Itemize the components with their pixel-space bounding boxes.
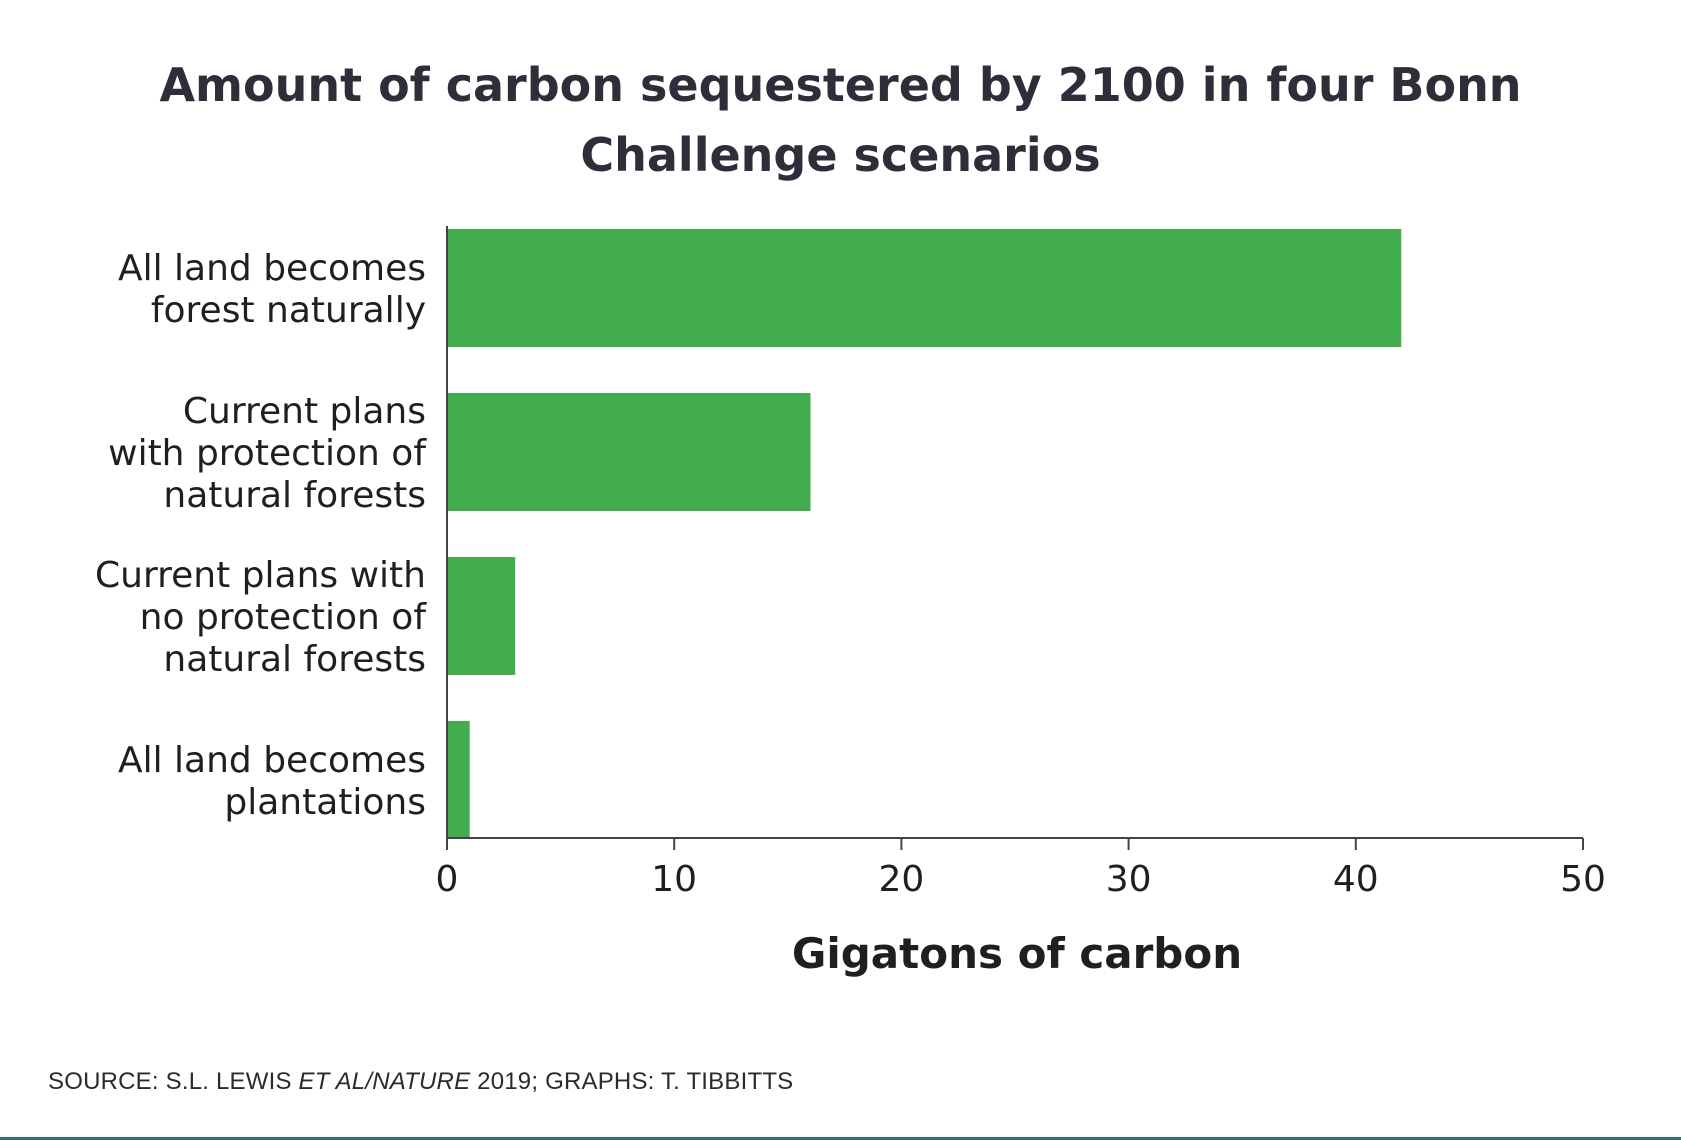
x-tick-label-3: 30 <box>1106 859 1152 900</box>
category-label-line: Current plans <box>183 391 426 432</box>
x-tick-label-1: 10 <box>651 859 697 900</box>
category-label-1: Current plans with protection of natural f… <box>108 391 427 516</box>
category-label-line: All land becomes <box>118 740 426 781</box>
bar-3 <box>447 721 470 839</box>
category-label-line: plantations <box>224 782 426 823</box>
category-label-line: no protection of <box>140 597 428 638</box>
bar-0 <box>447 229 1402 347</box>
category-label-line: natural forests <box>163 475 426 516</box>
bars-group <box>447 229 1402 839</box>
x-axis-title: Gigatons of carbon <box>792 929 1242 978</box>
x-tick-label-5: 50 <box>1560 859 1606 900</box>
source-credit: SOURCE: S.L. LEWIS ET AL/NATURE 2019; GR… <box>48 1068 793 1096</box>
source-suffix: 2019; GRAPHS: T. TIBBITTS <box>470 1068 794 1095</box>
x-tick-label-0: 0 <box>436 859 459 900</box>
category-label-0: All land becomes forest naturally <box>118 248 426 331</box>
source-prefix: SOURCE: S.L. LEWIS <box>48 1068 299 1095</box>
source-italic: ET AL/NATURE <box>298 1068 471 1095</box>
x-tick-label-4: 40 <box>1333 859 1379 900</box>
bar-2 <box>447 557 516 675</box>
category-labels: All land becomes forest naturallyCurrent … <box>95 248 427 823</box>
category-label-line: All land becomes <box>118 248 426 289</box>
bottom-rule <box>0 1137 1681 1140</box>
bar-1 <box>447 393 811 511</box>
category-label-line: forest naturally <box>151 290 426 331</box>
category-label-line: natural forests <box>163 639 426 680</box>
category-label-line: with protection of <box>108 433 427 474</box>
axes-group <box>446 226 1583 839</box>
category-label-line: Current plans with <box>95 555 426 596</box>
category-label-2: Current plans with no protection of natura… <box>95 555 427 680</box>
chart-title: Amount of carbon sequestered by 2100 in … <box>159 58 1522 182</box>
x-ticks: 0 10 20 30 40 50 <box>436 838 1606 900</box>
bar-chart: All land becomes forest naturallyCurrent … <box>95 226 1606 978</box>
category-label-3: All land becomes plantations <box>118 740 426 823</box>
x-tick-label-2: 20 <box>878 859 924 900</box>
